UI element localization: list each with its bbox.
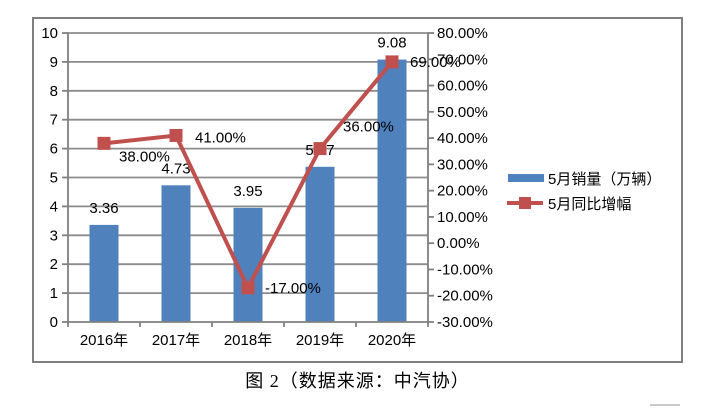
right-axis-tick-label: 60.00% — [437, 78, 488, 95]
marker-2016 — [97, 136, 111, 150]
category-label-2020: 2020年 — [368, 332, 416, 349]
legend-label-sales: 5月销量（万辆） — [548, 171, 661, 188]
left-axis-tick-label: 1 — [50, 285, 58, 302]
left-axis-tick-label: 0 — [50, 314, 58, 331]
stray-line — [650, 404, 680, 406]
right-axis-tick-label: 30.00% — [437, 156, 488, 173]
left-axis-tick-label: 10 — [41, 25, 58, 42]
marker-2018 — [241, 281, 255, 295]
left-axis-tick-label: 7 — [50, 112, 58, 129]
right-axis-tick-label: 80.00% — [437, 25, 488, 42]
bar-2020 — [377, 59, 407, 322]
left-axis-tick-label: 3 — [50, 227, 58, 244]
category-label-2017: 2017年 — [152, 332, 200, 349]
bar-value-label: 3.36 — [89, 200, 118, 217]
figure-caption: 图 2（数据来源：中汽协） — [245, 371, 470, 391]
right-axis-tick-label: -10.00% — [437, 261, 493, 278]
bar-2017 — [161, 185, 191, 322]
marker-2017 — [169, 128, 183, 142]
bar-2016 — [89, 224, 119, 322]
line-value-label: 38.00% — [119, 148, 170, 165]
line-value-label: 36.00% — [343, 119, 394, 136]
left-axis-tick-label: 5 — [50, 170, 58, 187]
marker-2020 — [385, 55, 399, 69]
bar-value-label: 4.73 — [161, 160, 190, 177]
line-value-label: 41.00% — [195, 129, 246, 146]
right-axis-tick-label: 50.00% — [437, 104, 488, 121]
line-value-label: 69.00% — [410, 54, 461, 71]
line-value-label: -17.00% — [265, 280, 321, 297]
right-axis-tick-label: -30.00% — [437, 314, 493, 331]
legend-label-growth: 5月同比增幅 — [548, 196, 631, 213]
left-axis-tick-label: 2 — [50, 256, 58, 273]
left-axis-tick-label: 4 — [50, 198, 58, 215]
chart-frame[interactable] — [32, 17, 683, 363]
bar-value-label: 3.95 — [233, 183, 262, 200]
bar-value-label: 9.08 — [377, 35, 406, 52]
legend-square-marker — [519, 197, 531, 209]
left-axis-tick-label: 8 — [50, 83, 58, 100]
marker-2019 — [313, 142, 327, 156]
bar-2019 — [305, 166, 335, 322]
right-axis-tick-label: 70.00% — [437, 51, 488, 68]
category-label-2018: 2018年 — [224, 332, 272, 349]
category-label-2016: 2016年 — [80, 332, 128, 349]
category-label-2019: 2019年 — [296, 332, 344, 349]
legend-bar-swatch — [508, 174, 544, 182]
right-axis-tick-label: 10.00% — [437, 209, 488, 226]
left-axis-tick-label: 6 — [50, 141, 58, 158]
left-axis-tick-label: 9 — [50, 54, 58, 71]
right-axis-tick-label: -20.00% — [437, 288, 493, 305]
right-axis-tick-label: 20.00% — [437, 183, 488, 200]
right-axis-tick-label: 40.00% — [437, 130, 488, 147]
right-axis-tick-label: 0.00% — [437, 235, 480, 252]
